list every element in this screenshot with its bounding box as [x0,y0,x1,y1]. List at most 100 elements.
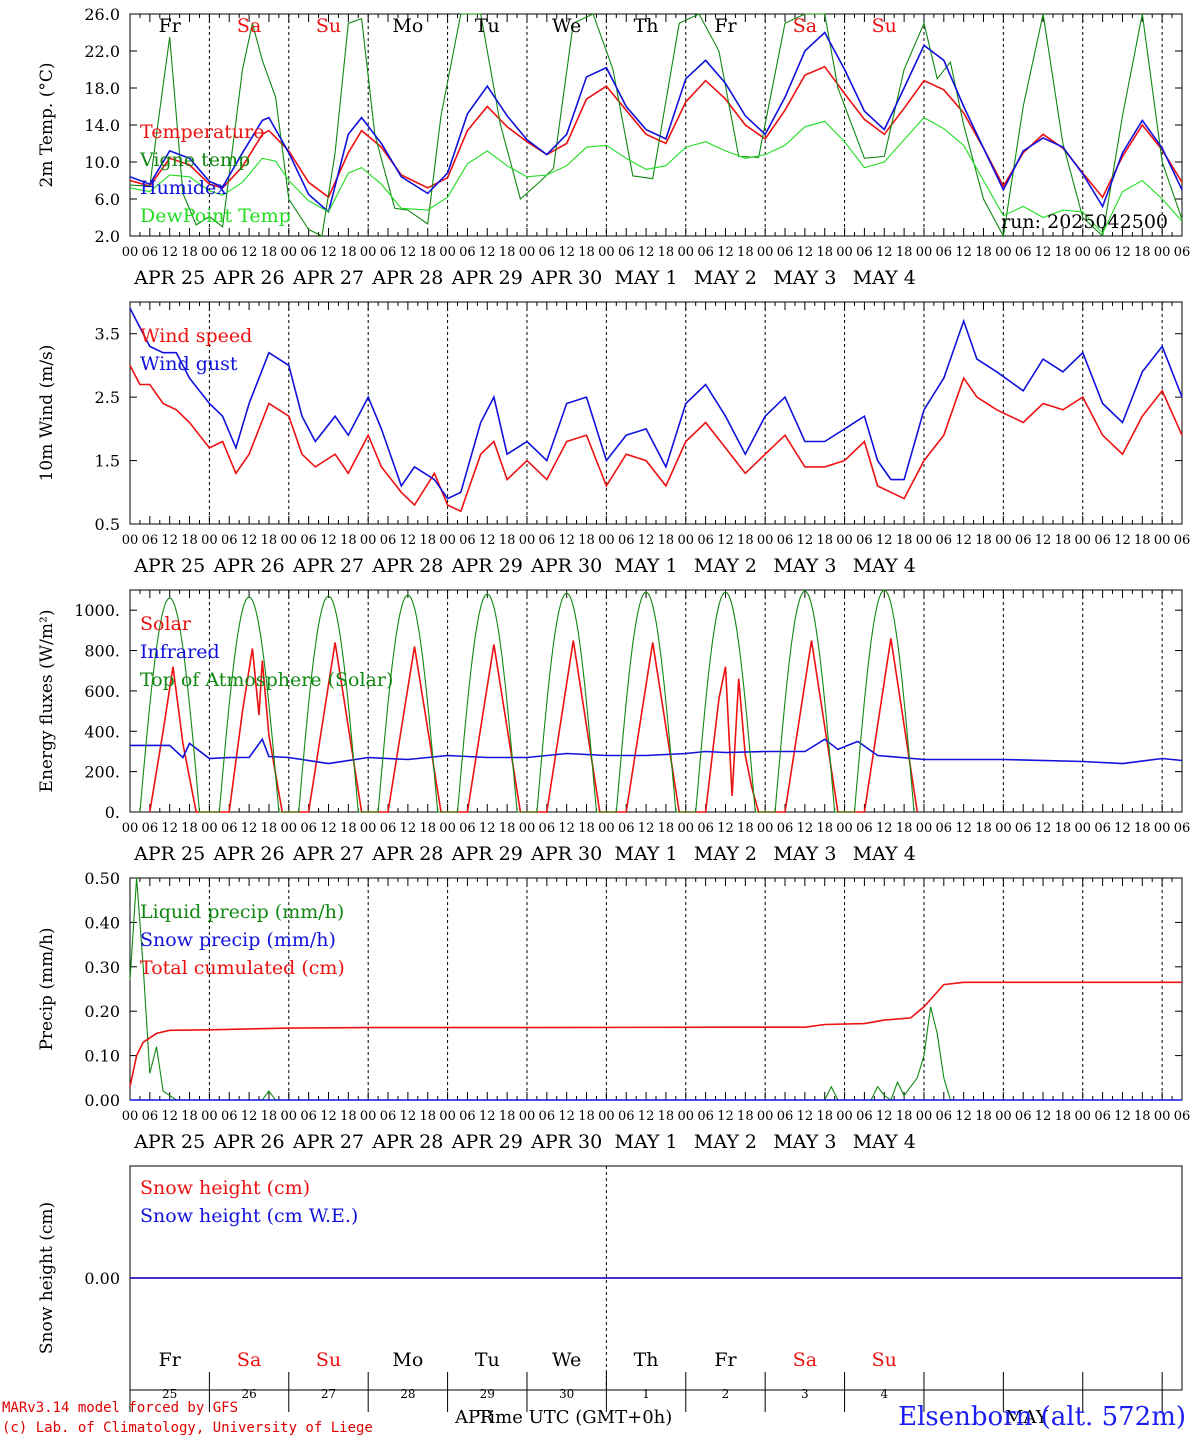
hour-label: 00 [757,533,774,548]
hour-label: 06 [1015,533,1032,548]
hour-label: 12 [1035,1109,1052,1124]
hour-label: 12 [320,245,337,260]
hour-label: 12 [638,533,655,548]
date-label: APR 29 [451,843,523,865]
y-tick-label: 14.0 [84,116,120,135]
series-line-wind-speed [129,365,1183,513]
date-label: APR 27 [292,267,364,289]
day-number-label: 25 [162,1387,177,1401]
hour-label: 12 [320,1109,337,1124]
y-tick-label: 2.5 [95,388,120,407]
hour-label: 12 [161,245,178,260]
hour-label: 18 [261,245,278,260]
hour-label: 06 [380,245,397,260]
day-number-label: 27 [321,1387,336,1401]
hour-label: 06 [1015,821,1032,836]
date-label: MAY 2 [694,555,757,577]
weekday-label-bottom: Su [872,1349,897,1371]
hour-label: 00 [122,245,139,260]
hour-label: 00 [678,1109,695,1124]
hour-label: 06 [1094,1109,1111,1124]
hour-label: 12 [320,821,337,836]
hour-label: 00 [995,821,1012,836]
hour-label: 06 [936,821,953,836]
hour-label: 12 [955,1109,972,1124]
date-label: MAY 3 [773,1131,836,1153]
day-number-label: 2 [722,1387,730,1401]
hour-label: 12 [241,245,258,260]
hour-label: 18 [578,821,595,836]
weekday-label-top: Fr [159,15,182,37]
y-tick-label: 22.0 [84,42,120,61]
hour-label: 06 [777,1109,794,1124]
hour-label: 06 [856,821,873,836]
hour-label: 06 [618,821,635,836]
hour-label: 06 [1174,245,1191,260]
hour-label: 06 [539,1109,556,1124]
y-tick-label: 0.20 [84,1002,120,1021]
hour-label: 18 [896,1109,913,1124]
y-tick-label: 400. [84,722,120,741]
hour-label: 00 [1074,1109,1091,1124]
hour-label: 06 [539,533,556,548]
series-line-infrared [130,737,1183,765]
hour-label: 12 [400,533,417,548]
hour-label: 00 [836,533,853,548]
hour-label: 12 [1035,533,1052,548]
hour-label: 18 [578,1109,595,1124]
weekday-label-bottom: We [552,1349,581,1371]
hour-label: 06 [221,245,238,260]
hour-label: 18 [340,533,357,548]
y-tick-label: 0.30 [84,958,120,977]
hour-label: 18 [1055,1109,1072,1124]
hour-label: 06 [459,533,476,548]
hour-label: 18 [419,245,436,260]
hour-label: 06 [1174,821,1191,836]
hour-label: 12 [638,821,655,836]
hour-label: 00 [360,533,377,548]
hour-label: 18 [340,1109,357,1124]
hour-label: 00 [281,1109,298,1124]
hour-label: 00 [916,821,933,836]
hour-label: 06 [936,245,953,260]
day-number-label: 28 [400,1387,415,1401]
hour-label: 12 [320,533,337,548]
hour-label: 12 [479,245,496,260]
hour-label: 18 [975,821,992,836]
hour-label: 12 [638,1109,655,1124]
hour-label: 06 [300,821,317,836]
hour-label: 12 [1114,1109,1131,1124]
y-tick-label: 0.00 [84,1269,120,1288]
hour-label: 00 [281,533,298,548]
hour-label: 06 [539,245,556,260]
hour-label: 06 [856,533,873,548]
series-line-top-of-atmosphere-solar- [139,589,915,813]
hour-label: 18 [658,821,675,836]
hour-label: 00 [678,821,695,836]
day-number-label: 29 [480,1387,495,1401]
hour-label: 18 [1055,245,1072,260]
hour-label: 12 [479,821,496,836]
hour-label: 06 [618,533,635,548]
weekday-label-bottom: Th [634,1349,659,1371]
y-axis-label: 10m Wind (m/s) [37,345,57,482]
hour-label: 06 [856,1109,873,1124]
credit-line-model: MARv3.14 model forced by GFS [2,1400,239,1416]
hour-label: 06 [142,533,159,548]
hour-label: 00 [916,533,933,548]
hour-label: 18 [1055,821,1072,836]
hour-label: 00 [757,245,774,260]
hour-label: 18 [816,533,833,548]
legend-entry: Total cumulated (cm) [140,957,345,979]
hour-label: 00 [1154,821,1171,836]
hour-label: 06 [777,533,794,548]
y-tick-label: 800. [84,642,120,661]
hour-label: 06 [1174,533,1191,548]
hour-label: 00 [1154,245,1171,260]
hour-label: 12 [876,821,893,836]
hour-label: 06 [1094,245,1111,260]
hour-label: 06 [221,821,238,836]
legend-entry: Snow height (cm W.E.) [140,1205,358,1227]
y-tick-label: 2.0 [95,227,120,246]
